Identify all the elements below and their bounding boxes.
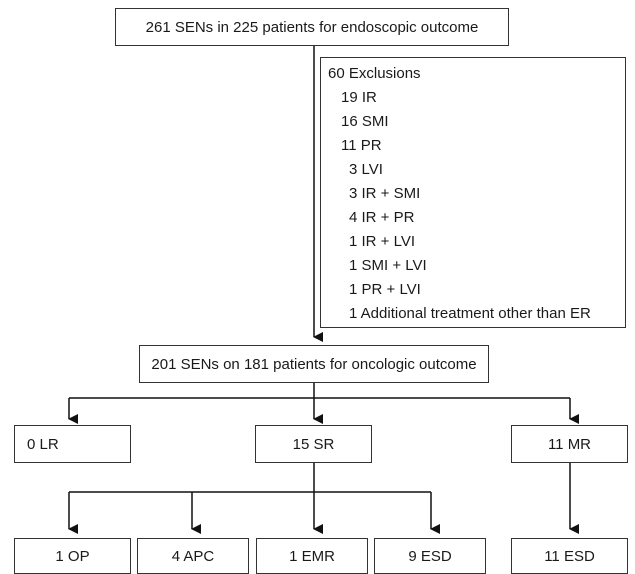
esd-mr-box: 11 ESD [511, 538, 628, 574]
lr-box: 0 LR [14, 425, 131, 463]
oncologic-box-label: 201 SENs on 181 patients for oncologic o… [151, 355, 477, 373]
sr-box: 15 SR [255, 425, 372, 463]
exclusion-item: 16 SMI [341, 113, 389, 130]
exclusions-box: 60 Exclusions 19 IR 16 SMI 11 PR 3 LVI 3… [320, 57, 626, 328]
top-box-label: 261 SENs in 225 patients for endoscopic … [145, 18, 479, 36]
emr-box: 1 EMR [256, 538, 368, 574]
exclusion-item: 3 IR + SMI [349, 185, 421, 202]
sr-label: 15 SR [292, 435, 335, 453]
mr-box: 11 MR [511, 425, 628, 463]
apc-label: 4 APC [171, 547, 215, 565]
esd-mr-label: 11 ESD [544, 547, 595, 565]
exclusions-title: 60 Exclusions [328, 65, 421, 82]
exclusion-item: 1 Additional treatment other than ER [349, 305, 591, 322]
oncologic-box: 201 SENs on 181 patients for oncologic o… [139, 345, 489, 383]
esd-sr-label: 9 ESD [408, 547, 452, 565]
exclusion-item: 19 IR [341, 89, 377, 106]
esd-sr-box: 9 ESD [374, 538, 486, 574]
op-box: 1 OP [14, 538, 131, 574]
exclusion-item: 1 SMI + LVI [349, 257, 427, 274]
top-box: 261 SENs in 225 patients for endoscopic … [115, 8, 509, 46]
exclusion-item: 1 PR + LVI [349, 281, 421, 298]
op-label: 1 OP [55, 547, 90, 565]
lr-label: 0 LR [27, 435, 59, 453]
exclusion-item: 1 IR + LVI [349, 233, 416, 250]
exclusion-item: 4 IR + PR [349, 209, 415, 226]
exclusion-item: 3 LVI [349, 161, 383, 178]
exclusion-item: 11 PR [341, 137, 382, 154]
emr-label: 1 EMR [289, 547, 335, 565]
mr-label: 11 MR [547, 435, 592, 453]
apc-box: 4 APC [137, 538, 249, 574]
